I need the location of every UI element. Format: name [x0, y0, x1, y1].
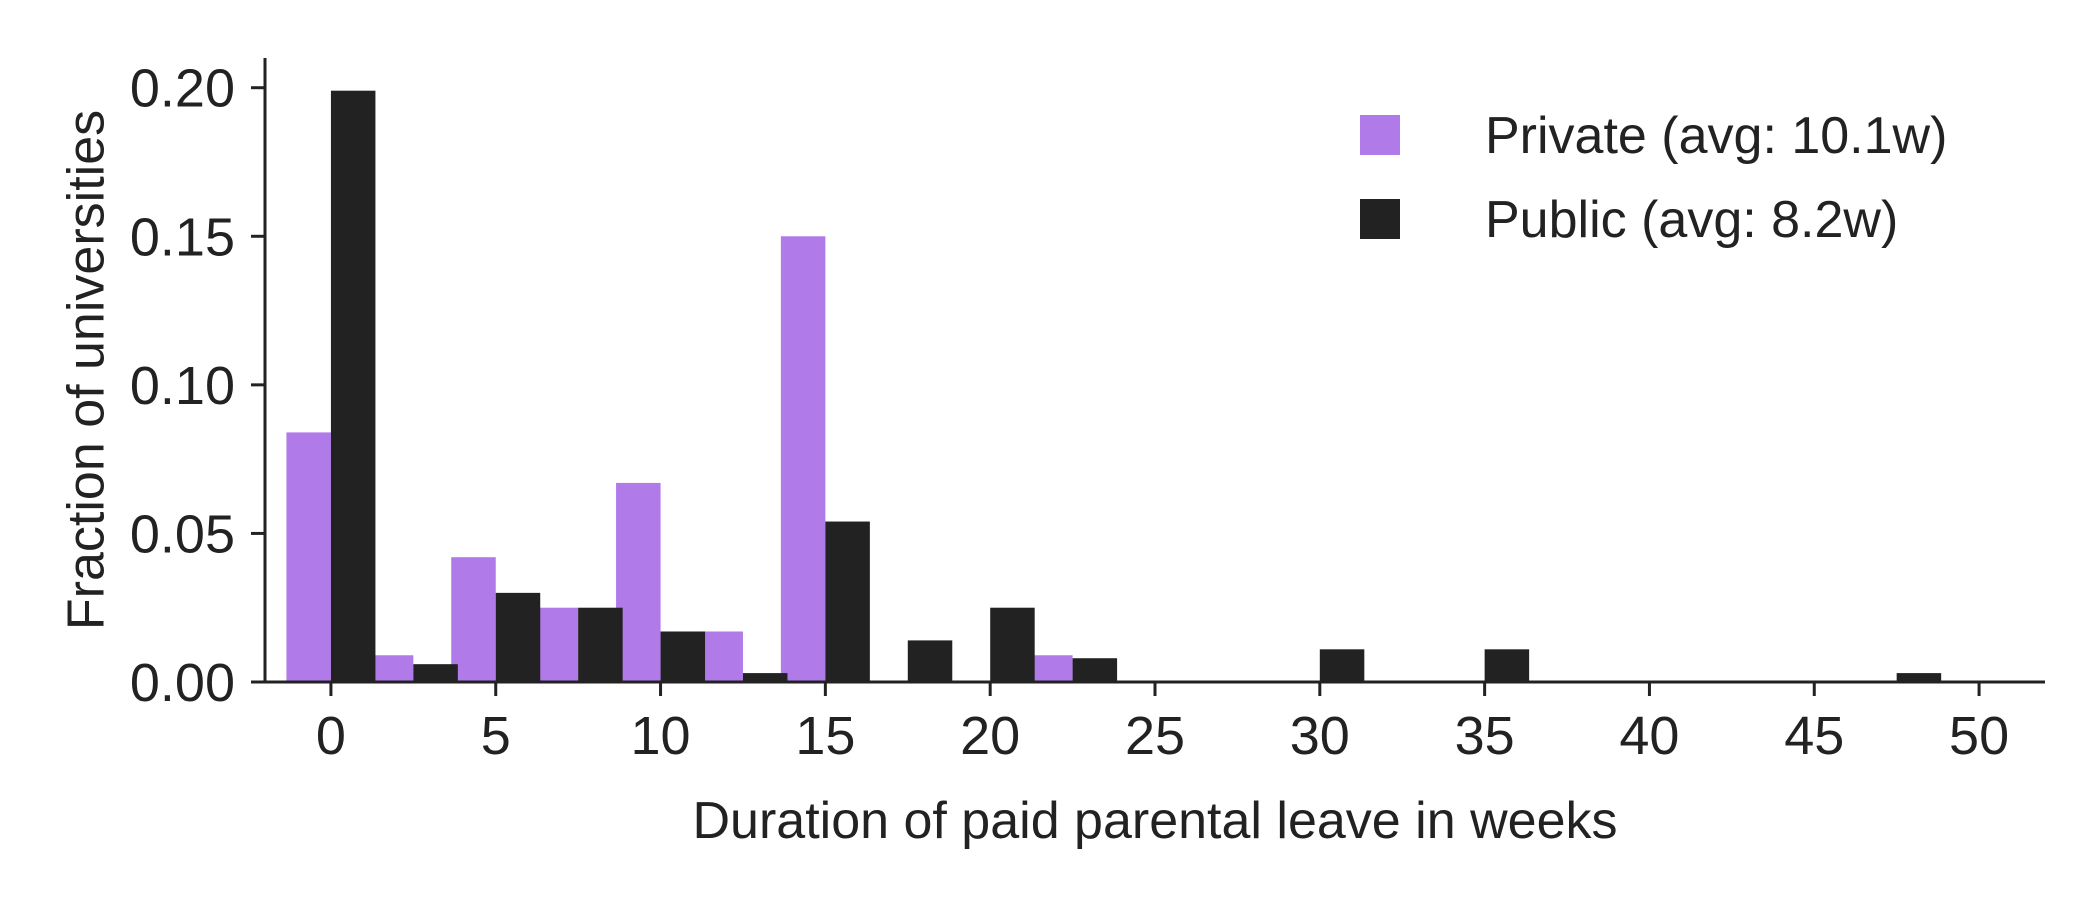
x-tick-label: 15	[795, 706, 855, 766]
bar-private-15	[780, 236, 826, 683]
bar-private-5	[451, 557, 496, 682]
y-tick-label: 0.00	[130, 653, 235, 713]
bar-public-47.5	[1896, 673, 1942, 682]
bar-private-22.5	[1028, 655, 1073, 682]
y-tick-label: 0.05	[130, 504, 235, 564]
x-axis-label: Duration of paid parental leave in weeks	[692, 792, 1617, 850]
x-tick-label: 0	[316, 706, 346, 766]
bar-public-5	[495, 592, 541, 682]
bar-public-2.5	[413, 664, 458, 682]
x-tick-label: 20	[960, 706, 1020, 766]
bar-public-22.5	[1072, 658, 1118, 682]
bar-public-35	[1484, 649, 1530, 682]
bar-public-7.5	[578, 607, 623, 682]
y-tick-label: 0.20	[130, 59, 235, 119]
bar-public-10	[660, 631, 706, 682]
x-tick-label: 45	[1784, 706, 1844, 766]
bar-private-7.5	[533, 607, 579, 682]
legend-swatch-private	[1360, 115, 1400, 155]
x-ticks: 0 5 10 15 20 25 30 35 40 45 50	[316, 682, 2009, 766]
bar-private-0	[286, 432, 331, 682]
x-tick-label: 10	[631, 706, 691, 766]
bar-public-12.5	[742, 673, 788, 682]
bar-public-30	[1319, 649, 1365, 682]
bar-private-2.5	[368, 655, 414, 682]
x-tick-label: 30	[1290, 706, 1350, 766]
legend-label-public: Public (avg: 8.2w)	[1485, 191, 1898, 249]
x-tick-label: 25	[1125, 706, 1185, 766]
legend-swatch-public	[1360, 199, 1400, 239]
y-ticks: 0.00 0.05 0.10 0.15 0.20	[130, 59, 265, 713]
bar-private-12.5	[698, 631, 743, 682]
bar-public-20	[990, 607, 1035, 682]
legend-label-private: Private (avg: 10.1w)	[1485, 107, 1947, 165]
x-tick-label: 5	[481, 706, 511, 766]
y-axis-label: Fraction of universities	[58, 110, 116, 630]
bar-public-15	[825, 521, 870, 682]
y-tick-label: 0.15	[130, 207, 235, 267]
x-tick-label: 35	[1455, 706, 1515, 766]
bars-layer	[286, 90, 1942, 683]
x-tick-label: 50	[1949, 706, 2009, 766]
y-tick-label: 0.10	[130, 356, 235, 416]
bar-public-0	[330, 90, 376, 682]
x-tick-label: 40	[1619, 706, 1679, 766]
legend: Private (avg: 10.1w) Public (avg: 8.2w)	[1360, 107, 1947, 249]
bar-public-17.5	[907, 640, 953, 682]
bar-private-10	[616, 482, 661, 682]
